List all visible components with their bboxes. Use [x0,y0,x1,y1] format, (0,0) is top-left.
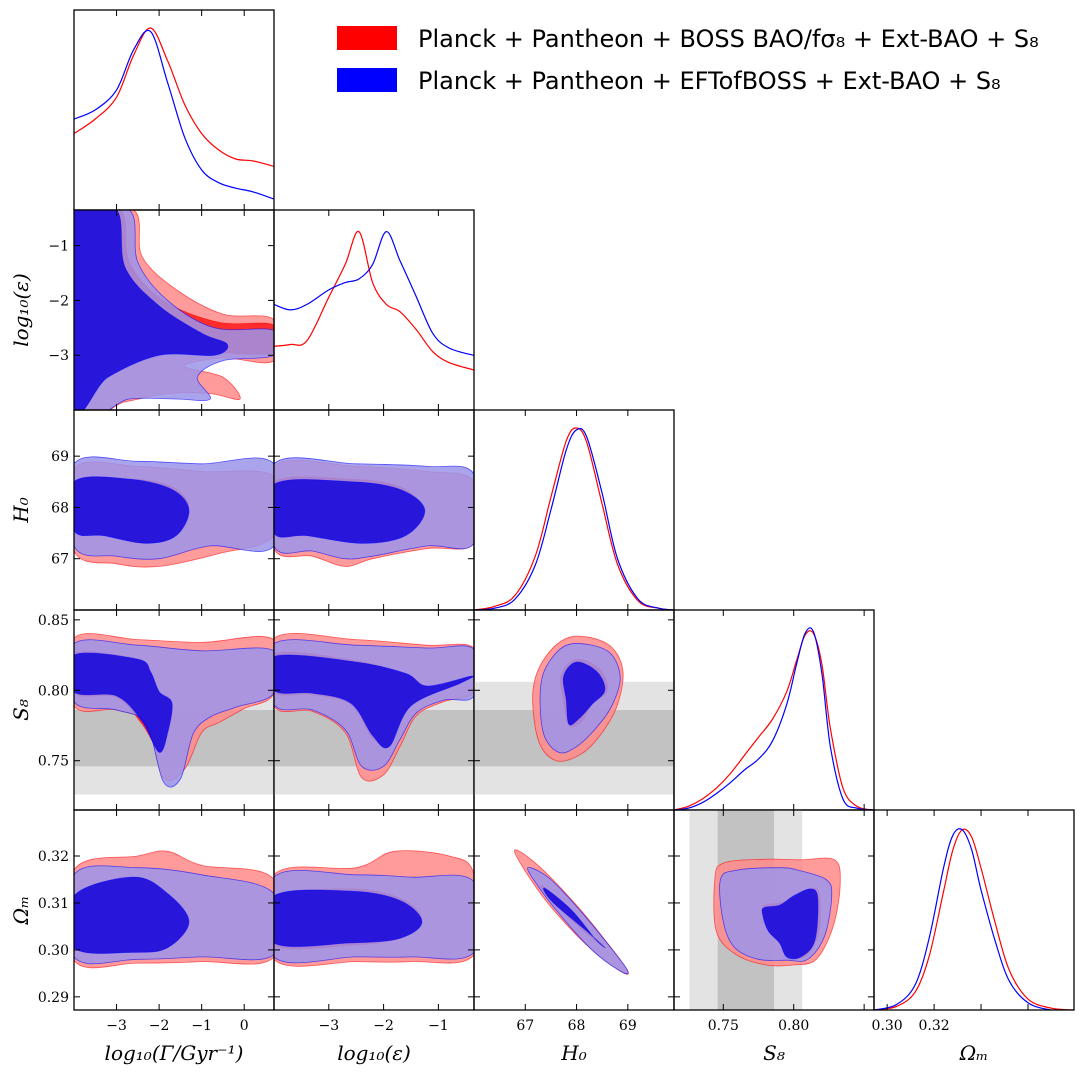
xtick-label-loggamma: 0 [240,1018,249,1034]
ytick-label-H0: 68 [51,500,69,516]
yaxis-title-S8: S₈ [9,699,33,721]
contour-blue-inner [761,888,819,960]
marginal-blue-Om [874,828,1074,1010]
marginal-blue-S8 [674,627,874,810]
panel-Om-vs-Om [873,809,1075,1011]
legend: Planck + Pantheon + BOSS BAO/fσ₈ + Ext-B… [337,25,1039,95]
panel-Om-vs-H0 [473,809,675,1011]
marginal-red-S8 [674,630,874,810]
contour-blue-inner [74,652,173,753]
xtick-label-H0: 69 [619,1018,637,1034]
contour-blue-inner [274,889,423,947]
ytick-label-Om: 0.32 [38,849,69,865]
contour-blue-inner [274,479,426,544]
marginal-red-Om [874,828,1074,1010]
ytick-label-S8: 0.85 [38,613,69,629]
legend-label-0: Planck + Pantheon + BOSS BAO/fσ₈ + Ext-B… [418,25,1039,53]
panel-Om-vs-loggamma [73,809,275,1011]
xtick-label-loggamma: −1 [191,1018,212,1034]
xtick-label-logeps: −1 [428,1018,449,1034]
contour-blue-inner [74,210,229,410]
xtick-label-loggamma: −3 [106,1018,127,1034]
xtick-label-H0: 68 [568,1018,586,1034]
xtick-label-S8: 0.80 [778,1018,809,1034]
ytick-label-H0: 67 [51,552,69,568]
xaxis-title-S8: S₈ [763,1041,785,1065]
marginal-red-H0 [474,427,674,610]
legend-swatch-1 [337,68,397,92]
ytick-label-H0: 69 [51,449,69,465]
panel-loggamma-vs-loggamma [73,9,275,211]
panel-S8-vs-S8 [673,609,875,811]
legend-label-1: Planck + Pantheon + EFTofBOSS + Ext-BAO … [418,67,1001,95]
panel-Om-vs-logeps [273,809,475,1011]
xtick-label-Om: 0.30 [872,1018,903,1034]
xaxis-title-Om: Ωₘ [959,1041,989,1065]
panel-frame [873,809,1075,1011]
xaxis-title-H0: H₀ [560,1041,586,1065]
yaxis-title-Om: Ωₘ [9,896,33,926]
marginal-blue-loggamma [74,29,274,200]
legend-swatch-0 [337,26,397,50]
panel-frame [473,409,675,611]
ytick-label-logeps: −3 [48,348,69,364]
yaxis-title-logeps: log₁₀(ε) [9,273,33,347]
yaxis-title-H0: H₀ [9,497,33,523]
xtick-label-S8: 0.75 [708,1018,739,1034]
panel-Om-vs-S8 [673,809,875,1011]
panel-H0-vs-H0 [473,409,675,611]
xtick-label-logeps: −3 [318,1018,339,1034]
contour-blue-inner [562,661,606,726]
xtick-label-H0: 67 [516,1018,534,1034]
ytick-label-S8: 0.75 [38,754,69,770]
panel-frame [273,209,475,411]
marginal-blue-logeps [274,231,474,356]
xaxis-title-logeps: log₁₀(ε) [337,1041,411,1065]
panel-S8-vs-loggamma [73,609,275,811]
marginal-blue-H0 [474,427,674,610]
panel-frame [673,609,875,811]
panel-S8-vs-logeps [273,609,475,811]
panels-layer [73,9,1075,1011]
xtick-label-loggamma: −2 [149,1018,170,1034]
axis-labels-layer: −3 −2 −1 67 68 69 0.75 0.80 0.85 0.29 0.30 0.31 0.32… [9,239,988,1065]
panel-S8-vs-H0 [473,609,675,811]
panel-logeps-vs-logeps [273,209,475,411]
marginal-red-logeps [274,230,474,371]
ytick-label-Om: 0.29 [38,990,69,1006]
xtick-label-Om: 0.32 [919,1018,950,1034]
ytick-label-Om: 0.30 [38,943,69,959]
panel-H0-vs-loggamma [73,409,275,611]
contour-blue-inner [274,654,474,749]
xaxis-title-loggamma: log₁₀(Γ/Gyr⁻¹) [105,1041,244,1065]
ytick-label-logeps: −1 [48,239,69,255]
panel-H0-vs-logeps [273,409,475,611]
contour-blue-inner [543,887,606,949]
xtick-label-logeps: −2 [373,1018,394,1034]
panel-logeps-vs-loggamma [73,209,275,411]
ytick-label-Om: 0.31 [38,896,69,912]
ytick-label-logeps: −2 [48,293,69,309]
marginal-red-loggamma [74,27,274,167]
contour-blue-inner [74,476,190,544]
panel-frame [73,9,275,211]
ytick-label-S8: 0.80 [38,683,69,699]
